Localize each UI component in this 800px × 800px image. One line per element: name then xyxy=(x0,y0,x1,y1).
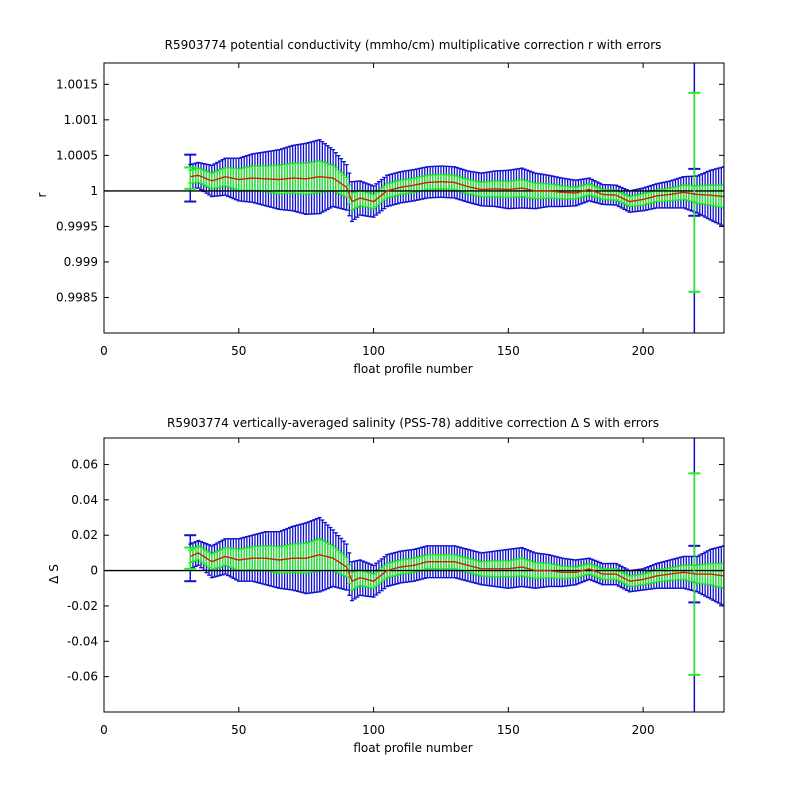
x-tick-label: 0 xyxy=(100,723,108,737)
correction-line xyxy=(190,174,724,203)
y-axis-label: Δ S xyxy=(47,564,61,584)
x-tick-label: 50 xyxy=(231,723,246,737)
data-layer xyxy=(104,63,724,333)
outlier-error-bar xyxy=(688,91,701,293)
y-tick-label: 0.02 xyxy=(71,528,98,542)
y-tick-label: 0.06 xyxy=(71,458,98,472)
y-tick-label: 1 xyxy=(90,184,98,198)
outlier-error-bar xyxy=(184,153,197,203)
y-tick-label: 0.9985 xyxy=(56,290,98,304)
outlier-error-bar xyxy=(184,534,197,583)
y-tick-label: 1.0015 xyxy=(56,77,98,91)
chart-title: R5903774 vertically-averaged salinity (P… xyxy=(167,416,659,430)
axes-box xyxy=(103,437,725,713)
chart-title: R5903774 potential conductivity (mmho/cm… xyxy=(165,38,662,52)
y-tick-label: 0.999 xyxy=(64,255,98,269)
x-axis-label: float profile number xyxy=(353,362,472,376)
plot-area: 0 50 100 150 200 0.9985 0.999 0.9995 1 1.0005 1.00… xyxy=(56,62,725,358)
y-tick-label: 1.0005 xyxy=(56,148,98,162)
y-tick-label: 0.9995 xyxy=(56,219,98,233)
correction-line xyxy=(190,552,724,583)
x-tick-label: 150 xyxy=(497,723,520,737)
x-tick-label: 0 xyxy=(100,344,108,358)
y-axis-label: r xyxy=(35,192,49,197)
axes-box xyxy=(103,62,725,334)
y-tick-label: 0.04 xyxy=(71,493,98,507)
plot-area: 0 50 100 150 200 -0.06 -0.04 -0.02 0 0.02 0.04 0.06 xyxy=(67,437,725,737)
narrow-error-bars xyxy=(188,160,724,211)
conductivity-panel: R5903774 potential conductivity (mmho/cm… xyxy=(35,38,725,376)
y-tick-label: -0.04 xyxy=(67,634,98,648)
y-tick-label: -0.02 xyxy=(67,599,98,613)
x-tick-label: 50 xyxy=(231,344,246,358)
y-tick-label: -0.06 xyxy=(67,670,98,684)
data-layer xyxy=(104,438,724,712)
salinity-panel: R5903774 vertically-averaged salinity (P… xyxy=(47,416,725,755)
x-tick-label: 200 xyxy=(632,344,655,358)
y-tick-label: 1.001 xyxy=(64,113,98,127)
y-tick-label: 0 xyxy=(90,564,98,578)
x-tick-label: 200 xyxy=(632,723,655,737)
x-axis-label: float profile number xyxy=(353,741,472,755)
x-tick-label: 100 xyxy=(362,344,385,358)
x-tick-label: 150 xyxy=(497,344,520,358)
x-tick-label: 100 xyxy=(362,723,385,737)
